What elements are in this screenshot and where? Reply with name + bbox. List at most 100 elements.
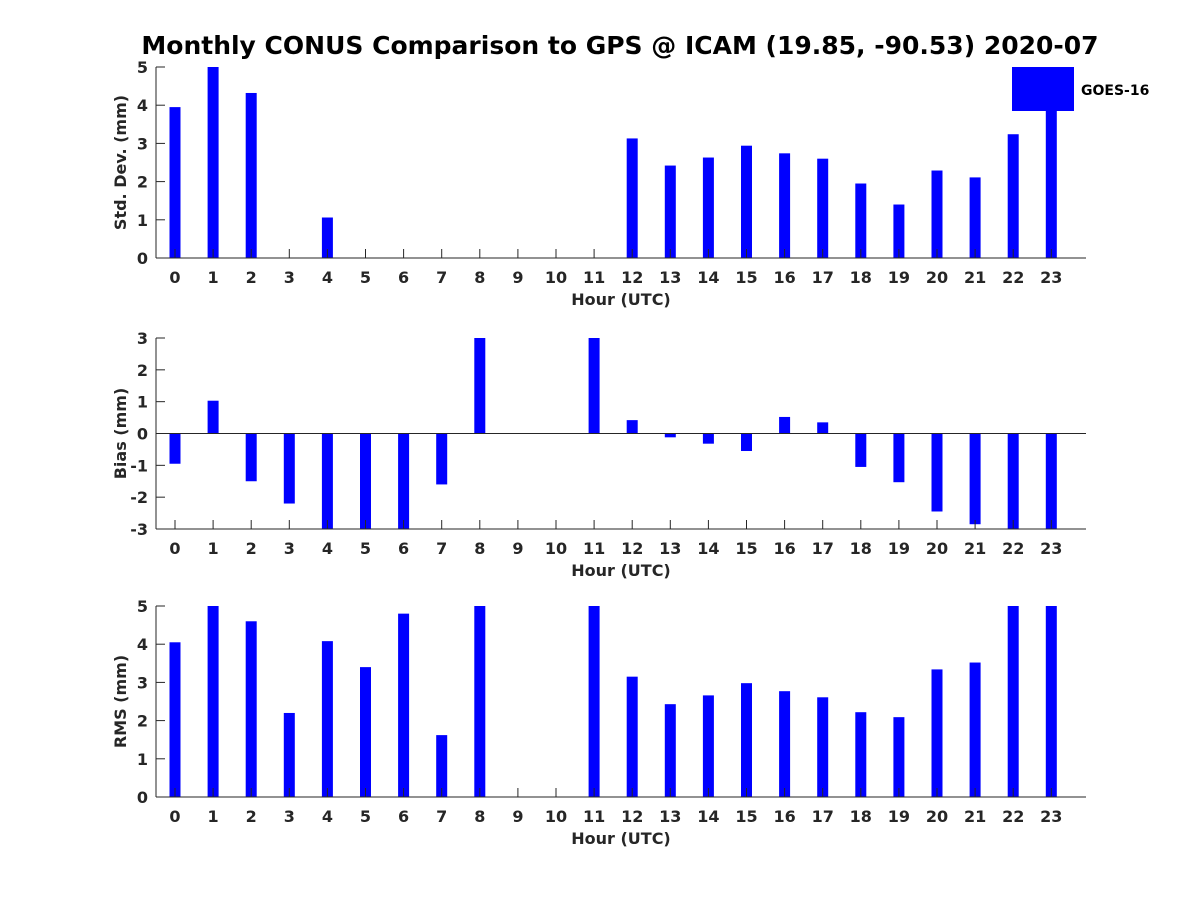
bias-x-tick-label: 1 (208, 539, 219, 558)
bias-bar-hour-22 (1007, 433, 1019, 529)
rms-y-tick-label: 1 (137, 750, 148, 769)
bias-bar-hour-13 (664, 433, 676, 438)
bias-bar-hour-4 (321, 433, 333, 529)
bias-bar-hour-23 (1045, 433, 1057, 529)
std-dev-x-tick-label: 8 (474, 268, 485, 287)
rms-x-tick-label: 4 (322, 807, 333, 826)
bias-bar-hour-15 (741, 433, 752, 452)
std-dev-x-tick-label: 20 (926, 268, 948, 287)
bias-bar-hour-11 (588, 338, 600, 434)
std-dev-x-tick-label: 12 (621, 268, 643, 287)
bias-x-tick-label: 4 (322, 539, 333, 558)
bias-bar-hour-16 (779, 416, 791, 434)
rms-x-tick-label: 19 (888, 807, 910, 826)
bias-x-tick-label: 8 (474, 539, 485, 558)
bias-bar-hour-18 (855, 433, 867, 467)
bias-x-tick-label: 23 (1040, 539, 1062, 558)
bias-x-tick-label: 16 (773, 539, 795, 558)
bias-bar-hour-20 (931, 433, 943, 512)
std-dev-x-tick-label: 3 (284, 268, 295, 287)
bias-x-tick-label: 18 (850, 539, 872, 558)
bias-x-tick-label: 15 (735, 539, 757, 558)
std-dev-y-tick-label: 4 (137, 96, 148, 115)
bias-bar-hour-3 (283, 433, 295, 504)
rms-x-tick-label: 7 (436, 807, 447, 826)
rms-x-axis-label: Hour (UTC) (571, 829, 671, 848)
std-dev-x-axis-label: Hour (UTC) (571, 290, 671, 309)
legend-swatch (1012, 67, 1074, 111)
bias-y-tick-label: -3 (130, 520, 148, 539)
rms-x-tick-label: 2 (246, 807, 257, 826)
rms-bar-hour-23 (1045, 606, 1057, 797)
std-dev-bar-hour-18 (855, 183, 867, 258)
std-dev-x-tick-label: 0 (169, 268, 180, 287)
std-dev-y-tick-label: 5 (137, 58, 148, 77)
std-dev-x-tick-label: 16 (773, 268, 795, 287)
bias-x-tick-label: 2 (246, 539, 257, 558)
rms-bar-hour-0 (169, 642, 181, 797)
rms-x-tick-label: 11 (583, 807, 605, 826)
bias-x-tick-label: 20 (926, 539, 948, 558)
bias-y-tick-label: 3 (137, 329, 148, 348)
std-dev-bar-hour-17 (817, 158, 829, 258)
rms-x-tick-label: 5 (360, 807, 371, 826)
bias-bar-hour-0 (169, 433, 181, 464)
rms-x-tick-label: 6 (398, 807, 409, 826)
bias-x-tick-label: 21 (964, 539, 986, 558)
std-dev-bar-hour-20 (931, 170, 943, 258)
bias-x-tick-label: 19 (888, 539, 910, 558)
bias-x-tick-label: 22 (1002, 539, 1024, 558)
std-dev-x-tick-label: 18 (850, 268, 872, 287)
std-dev-x-tick-label: 11 (583, 268, 605, 287)
rms-x-tick-label: 13 (659, 807, 681, 826)
rms-y-tick-label: 3 (137, 673, 148, 692)
bias-x-axis-label: Hour (UTC) (571, 561, 671, 580)
bias-bar-hour-19 (893, 433, 905, 483)
std-dev-x-tick-label: 15 (735, 268, 757, 287)
rms-x-tick-label: 14 (697, 807, 719, 826)
rms-y-axis-label: RMS (mm) (111, 655, 130, 748)
rms-x-tick-label: 8 (474, 807, 485, 826)
rms-bar-hour-2 (245, 621, 257, 797)
bias-bar-hour-12 (626, 420, 638, 434)
std-dev-x-tick-label: 19 (888, 268, 910, 287)
bias-y-tick-label: 1 (137, 393, 148, 412)
std-dev-x-tick-label: 21 (964, 268, 986, 287)
bias-x-tick-label: 13 (659, 539, 681, 558)
std-dev-x-tick-label: 17 (812, 268, 834, 287)
rms-bar-hour-16 (779, 691, 791, 797)
legend-label: GOES-16 (1081, 83, 1149, 99)
std-dev-x-tick-label: 10 (545, 268, 567, 287)
rms-y-tick-label: 4 (137, 635, 148, 654)
rms-y-tick-label: 2 (137, 712, 148, 731)
std-dev-bar-hour-13 (664, 165, 676, 258)
bias-x-tick-label: 3 (284, 539, 295, 558)
bias-bar-hour-2 (245, 433, 257, 482)
std-dev-x-tick-label: 22 (1002, 268, 1024, 287)
std-dev-bar-hour-16 (779, 153, 791, 258)
std-dev-x-tick-label: 13 (659, 268, 681, 287)
chart-title: Monthly CONUS Comparison to GPS @ ICAM (… (141, 31, 1098, 60)
rms-x-tick-label: 17 (812, 807, 834, 826)
std-dev-bar-hour-0 (169, 107, 181, 258)
bias-bar-hour-6 (398, 433, 410, 529)
bias-x-tick-label: 11 (583, 539, 605, 558)
std-dev-bar-hour-12 (626, 138, 638, 258)
rms-bar-hour-12 (626, 676, 638, 797)
bias-bar-hour-8 (474, 338, 486, 434)
std-dev-x-tick-label: 23 (1040, 268, 1062, 287)
rms-y-tick-label: 5 (137, 597, 148, 616)
std-dev-x-tick-label: 5 (360, 268, 371, 287)
std-dev-x-tick-label: 1 (208, 268, 219, 287)
rms-x-tick-label: 15 (735, 807, 757, 826)
rms-x-tick-label: 18 (850, 807, 872, 826)
std-dev-x-tick-label: 2 (246, 268, 257, 287)
std-dev-y-axis-label: Std. Dev. (mm) (111, 95, 130, 230)
rms-x-tick-label: 23 (1040, 807, 1062, 826)
rms-bar-hour-3 (283, 712, 295, 797)
rms-y-tick-label: 0 (137, 788, 148, 807)
bias-bar-hour-14 (702, 433, 714, 444)
